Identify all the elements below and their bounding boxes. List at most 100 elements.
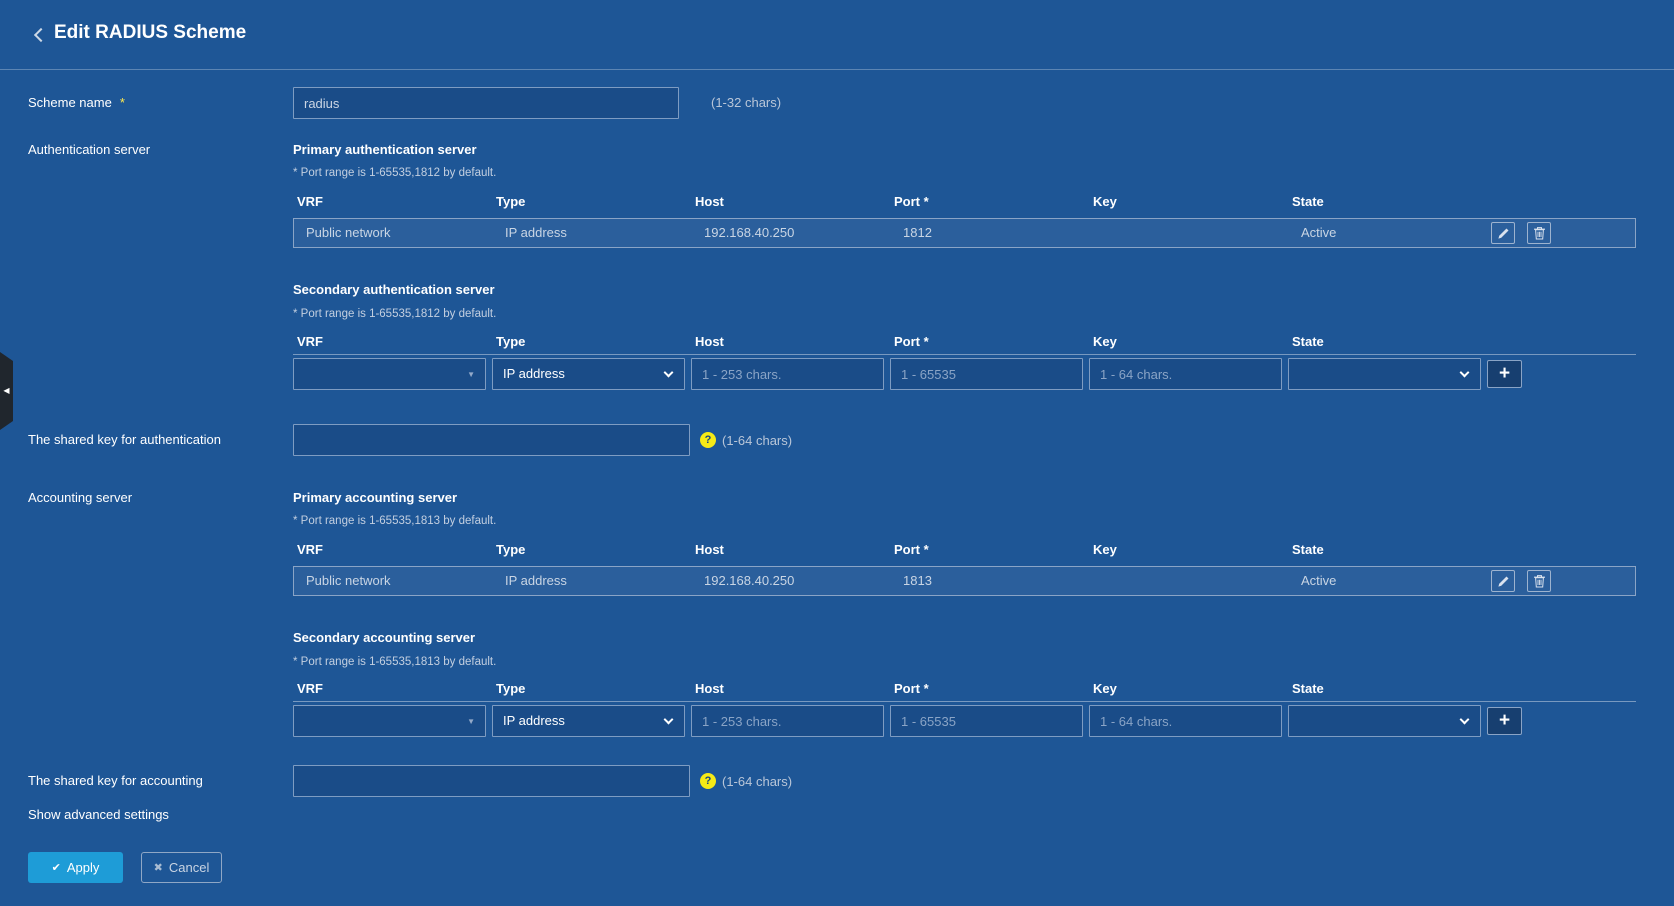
cell-type: IP address [505, 225, 567, 240]
shared-key-acct-field-box [293, 765, 690, 797]
cell-host: 192.168.40.250 [704, 573, 795, 588]
secondary-acct-key-input[interactable] [1090, 706, 1281, 736]
shared-key-acct-input[interactable] [294, 766, 689, 796]
plus-icon: + [1498, 710, 1511, 731]
secondary-auth-key-input[interactable] [1090, 359, 1281, 389]
column-header-vrf: VRF [297, 194, 323, 209]
secondary-auth-note: * Port range is 1-65535,1812 by default. [293, 308, 497, 320]
edit-server-button[interactable] [1491, 570, 1515, 592]
secondary-acct-column-headers: VRF Type Host Port * Key State [293, 681, 1487, 696]
shared-key-auth-label: The shared key for authentication [28, 432, 221, 447]
required-star-icon: * [119, 95, 125, 110]
primary-acct-note: * Port range is 1-65535,1813 by default. [293, 515, 497, 527]
secondary-auth-host-input[interactable] [692, 359, 883, 389]
accounting-server-label: Accounting server [28, 490, 133, 505]
help-icon[interactable]: ? [700, 773, 716, 789]
shared-key-auth-input[interactable] [294, 425, 689, 455]
cancel-button[interactable]: ✖ Cancel [141, 852, 222, 883]
secondary-auth-vrf-select[interactable]: ▼ [293, 358, 486, 390]
chevron-down-icon [663, 714, 674, 725]
question-mark-glyph: ? [704, 434, 712, 446]
secondary-auth-port-field-box [890, 358, 1083, 390]
column-header-key: Key [1093, 194, 1117, 209]
secondary-auth-type-select[interactable]: IP address [492, 358, 685, 390]
primary-acct-title: Primary accounting server [293, 490, 458, 505]
question-mark-glyph: ? [704, 775, 712, 787]
secondary-auth-port-input[interactable] [891, 359, 1082, 389]
cell-host: 192.168.40.250 [704, 225, 795, 240]
secondary-acct-port-field-box [890, 705, 1083, 737]
column-header-state: State [1292, 334, 1324, 349]
edit-server-button[interactable] [1491, 222, 1515, 244]
cell-vrf: Public network [306, 573, 391, 588]
apply-button[interactable]: ✔ Apply [28, 852, 123, 883]
delete-server-button[interactable] [1527, 222, 1551, 244]
delete-server-button[interactable] [1527, 570, 1551, 592]
column-header-host: Host [695, 194, 724, 209]
secondary-acct-host-input[interactable] [692, 706, 883, 736]
secondary-acct-host-field-box [691, 705, 884, 737]
page-header: Edit RADIUS Scheme [0, 0, 1674, 70]
scheme-name-label: Scheme name * [28, 95, 125, 110]
secondary-auth-column-headers: VRF Type Host Port * Key State [293, 334, 1487, 349]
chevron-left-icon [33, 27, 49, 43]
trash-icon [1533, 227, 1545, 240]
plus-icon: + [1498, 363, 1511, 384]
sidebar-collapse-handle[interactable]: ◀ [0, 352, 13, 430]
show-advanced-settings-toggle[interactable]: Show advanced settings [28, 807, 169, 822]
secondary-auth-host-field-box [691, 358, 884, 390]
check-icon: ✔ [51, 862, 61, 874]
column-header-port: Port * [894, 681, 929, 696]
cell-key [1090, 567, 1289, 595]
column-header-host: Host [695, 334, 724, 349]
column-header-host: Host [695, 542, 724, 557]
cell-vrf: Public network [306, 225, 391, 240]
column-header-vrf: VRF [297, 542, 323, 557]
secondary-auth-header-divider [293, 354, 1636, 355]
back-button[interactable] [33, 27, 50, 44]
column-header-vrf: VRF [297, 334, 323, 349]
type-select-value: IP address [503, 713, 565, 728]
primary-acct-column-headers: VRF Type Host Port * Key State [293, 542, 1487, 557]
secondary-acct-key-field-box [1089, 705, 1282, 737]
shared-key-acct-label: The shared key for accounting [28, 773, 203, 788]
secondary-acct-type-select[interactable]: IP address [492, 705, 685, 737]
cell-state: Active [1301, 225, 1337, 240]
shared-key-acct-hint: (1-64 chars) [722, 774, 793, 789]
column-header-port: Port * [894, 334, 929, 349]
cancel-button-label: Cancel [168, 860, 210, 875]
chevron-down-icon [1459, 714, 1470, 725]
secondary-acct-state-select[interactable] [1288, 705, 1481, 737]
column-header-port: Port * [894, 542, 929, 557]
x-icon: ✖ [153, 862, 163, 874]
secondary-acct-vrf-select[interactable]: ▼ [293, 705, 486, 737]
triangle-left-icon: ◀ [3, 386, 10, 395]
cell-port: 1813 [903, 573, 932, 588]
column-header-key: Key [1093, 542, 1117, 557]
secondary-acct-header-divider [293, 701, 1636, 702]
chevron-down-icon [1459, 367, 1470, 378]
column-header-type: Type [496, 681, 526, 696]
column-header-type: Type [496, 194, 526, 209]
secondary-acct-port-input[interactable] [891, 706, 1082, 736]
pencil-icon [1497, 575, 1509, 587]
primary-auth-column-headers: VRF Type Host Port * Key State [293, 194, 1487, 209]
cell-type: IP address [505, 573, 567, 588]
shared-key-auth-hint: (1-64 chars) [722, 433, 793, 448]
column-header-host: Host [695, 681, 724, 696]
scheme-name-field-box [293, 87, 679, 119]
column-header-state: State [1292, 194, 1324, 209]
secondary-auth-add-button[interactable]: + [1487, 360, 1522, 388]
secondary-auth-state-select[interactable] [1288, 358, 1481, 390]
column-header-vrf: VRF [297, 681, 323, 696]
chevron-down-icon [663, 367, 674, 378]
caret-down-icon: ▼ [467, 370, 475, 379]
help-icon[interactable]: ? [700, 432, 716, 448]
secondary-auth-key-field-box [1089, 358, 1282, 390]
scheme-name-input[interactable] [294, 88, 678, 118]
type-select-value: IP address [503, 366, 565, 381]
scheme-name-hint: (1-32 chars) [711, 95, 782, 110]
secondary-acct-title: Secondary accounting server [293, 630, 476, 645]
secondary-acct-add-button[interactable]: + [1487, 707, 1522, 735]
